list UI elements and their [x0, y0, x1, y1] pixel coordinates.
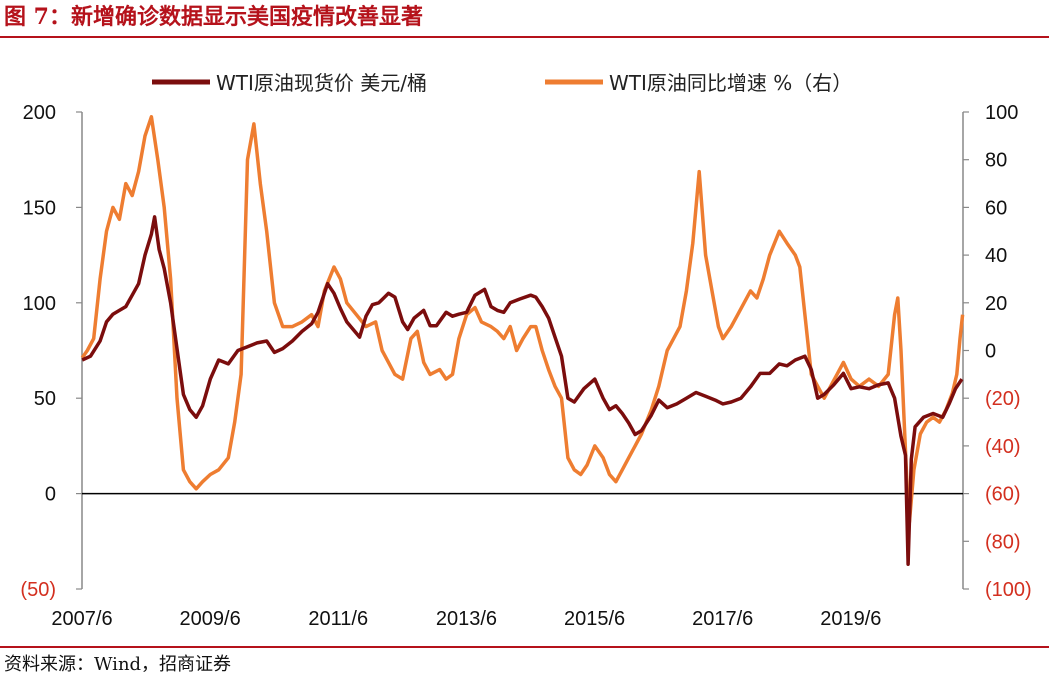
source-rule — [0, 646, 1049, 648]
right-axis-tick-label: 20 — [985, 293, 1007, 315]
series-line-yoy — [80, 115, 965, 524]
title-rule — [0, 36, 1049, 38]
source-note: 资料来源：Wind，招商证券 — [4, 654, 232, 675]
legend-label-price: WTI原油现货价 美元/桶 — [216, 71, 427, 95]
legend: WTI原油现货价 美元/桶 WTI原油同比增速 %（右） — [152, 71, 852, 95]
left-axis-tick-label: 200 — [23, 102, 56, 124]
right-axis-tick-label: 60 — [985, 197, 1007, 219]
axes — [76, 111, 969, 590]
right-axis-tick-label: 0 — [985, 341, 996, 363]
x-axis-tick-label: 2013/6 — [436, 608, 497, 630]
x-axis-tick-label: 2015/6 — [564, 608, 625, 630]
right-axis-tick-label: (80) — [985, 531, 1021, 553]
left-axis-tick-label: (50) — [20, 579, 56, 601]
x-axis-tick-label: 2007/6 — [51, 608, 112, 630]
right-axis-tick-label: 100 — [985, 102, 1018, 124]
left-axis-tick-label: 50 — [34, 388, 56, 410]
right-axis-tick-label: (100) — [985, 579, 1032, 601]
right-axis-tick-label: 40 — [985, 245, 1007, 267]
series-lines — [80, 115, 965, 566]
figure-title: 图 7：新增确诊数据显示美国疫情改善显著 — [4, 4, 423, 30]
chart: WTI原油现货价 美元/桶 WTI原油同比增速 %（右） 20015010050… — [20, 71, 1031, 630]
left-axis-tick-label: 150 — [23, 197, 56, 219]
tick-labels: 200150100500(50)100806040200(20)(40)(60)… — [20, 102, 1031, 630]
right-axis-tick-label: (60) — [985, 484, 1021, 506]
right-axis-tick-label: 80 — [985, 150, 1007, 172]
right-axis-tick-label: (20) — [985, 388, 1021, 410]
series-line-price — [81, 215, 964, 566]
x-axis-tick-label: 2017/6 — [692, 608, 753, 630]
right-axis-tick-label: (40) — [985, 436, 1021, 458]
left-axis-tick-label: 100 — [23, 293, 56, 315]
legend-label-yoy: WTI原油同比增速 %（右） — [609, 71, 852, 95]
x-axis-tick-label: 2009/6 — [180, 608, 241, 630]
x-axis-tick-label: 2011/6 — [308, 608, 368, 630]
x-axis-tick-label: 2019/6 — [820, 608, 881, 630]
left-axis-tick-label: 0 — [45, 484, 56, 506]
